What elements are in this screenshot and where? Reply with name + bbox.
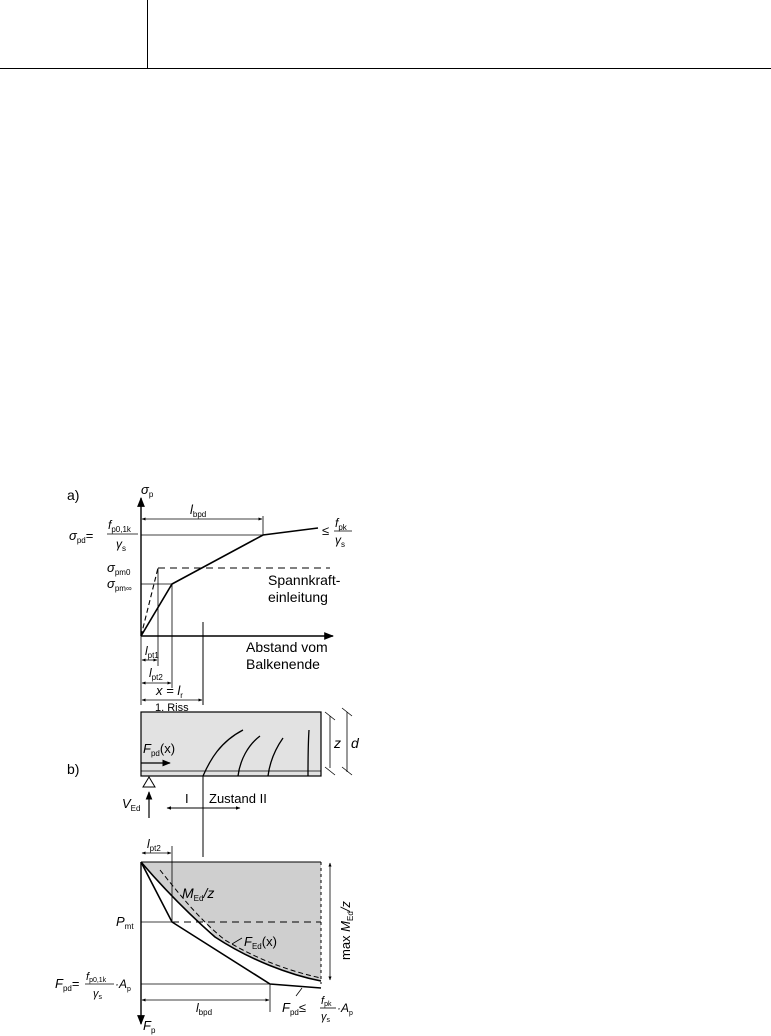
fed-leader (231, 937, 243, 945)
l-pt1-label: lpt1 (145, 644, 159, 660)
m-ed-z-area (141, 862, 321, 981)
l-bpd-label: lbpd (190, 502, 206, 519)
f-ed-x-label: FEd(x) (244, 934, 277, 951)
svg-text:γs: γs (116, 537, 126, 553)
l-bpd-b-label: lbpd (196, 1001, 212, 1017)
svg-text:·Ap: ·Ap (115, 977, 131, 993)
f-pd-left-label: Fpd= fp0,1k γs ·Ap (55, 971, 131, 1001)
zustand-ii-label: Zustand II (209, 791, 267, 806)
svg-text:σpd=: σpd= (69, 528, 93, 545)
x-axis-label-line2: Balkenende (246, 656, 320, 672)
stress-curve-initial (140, 567, 159, 637)
sigma-pminf-label: σpm∞ (107, 576, 132, 593)
crack-3 (267, 737, 284, 777)
svg-text:·Ap: ·Ap (337, 1001, 353, 1017)
zustand-i-label: I (185, 791, 189, 806)
fpd-right-leader (295, 987, 303, 997)
l-pt2-b-label: lpt2 (147, 837, 161, 853)
header-rule (0, 68, 771, 69)
svg-text:Fpd≤: Fpd≤ (282, 1000, 306, 1017)
support-triangle (142, 776, 156, 788)
d-label: d (351, 735, 360, 751)
spannkraft-label-line1: Spannkraft- (268, 572, 341, 588)
svg-text:fpk: fpk (321, 995, 332, 1008)
fpd-curve (140, 861, 322, 989)
crack-4 (307, 729, 310, 777)
crack-1 (202, 729, 244, 777)
panel-b-label: b) (67, 761, 79, 777)
fpd-x-label: Fpd(x) (143, 741, 175, 758)
x-axis-label-line1: Abstand vom (246, 639, 328, 655)
limit-fpk-label: ≤ fpk γs (322, 516, 352, 549)
x-lr-label: x = lr (155, 683, 183, 700)
svg-text:fpk: fpk (335, 516, 348, 532)
max-m-ed-z-label: max MEd/z (338, 901, 355, 960)
d-tick-bottom (341, 766, 353, 776)
svg-text:fp0,1k: fp0,1k (108, 518, 132, 534)
sigma-p-axis-label: σp (141, 482, 154, 499)
header-divider (147, 0, 148, 69)
svg-text:fp0,1k: fp0,1k (86, 971, 107, 984)
fed-curve (140, 861, 322, 982)
sigma-pm0-label: σpm0 (107, 560, 131, 577)
sigma-pd-label: σpd= fp0,1k γs (69, 518, 138, 553)
z-tick-top (324, 711, 336, 721)
d-tick-top (341, 707, 353, 717)
p-mt-label: Pmt (116, 914, 134, 931)
stress-curve (140, 527, 319, 637)
f-pd-right-label: Fpd≤ fpk γs ·Ap (282, 995, 353, 1024)
svg-text:γs: γs (335, 533, 345, 549)
f-p-axis-label: Fp (143, 1018, 156, 1035)
v-ed-label: VEd (122, 796, 140, 813)
beam (140, 711, 322, 777)
fed-dashed-curve (159, 869, 322, 979)
z-tick-bottom (324, 766, 336, 776)
z-label: z (333, 735, 341, 751)
panel-a-label: a) (67, 487, 79, 503)
svg-text:γs: γs (93, 988, 103, 1001)
crack-2 (237, 735, 261, 777)
first-crack-label: 1. Riss (155, 702, 189, 714)
svg-text:Fpd=: Fpd= (55, 976, 79, 993)
m-ed-z-label: MEd/z (182, 885, 214, 903)
spannkraft-label-line2: einleitung (268, 589, 328, 605)
svg-text:≤: ≤ (322, 523, 329, 538)
l-pt2-label: lpt2 (149, 666, 163, 682)
svg-text:γs: γs (321, 1011, 331, 1024)
